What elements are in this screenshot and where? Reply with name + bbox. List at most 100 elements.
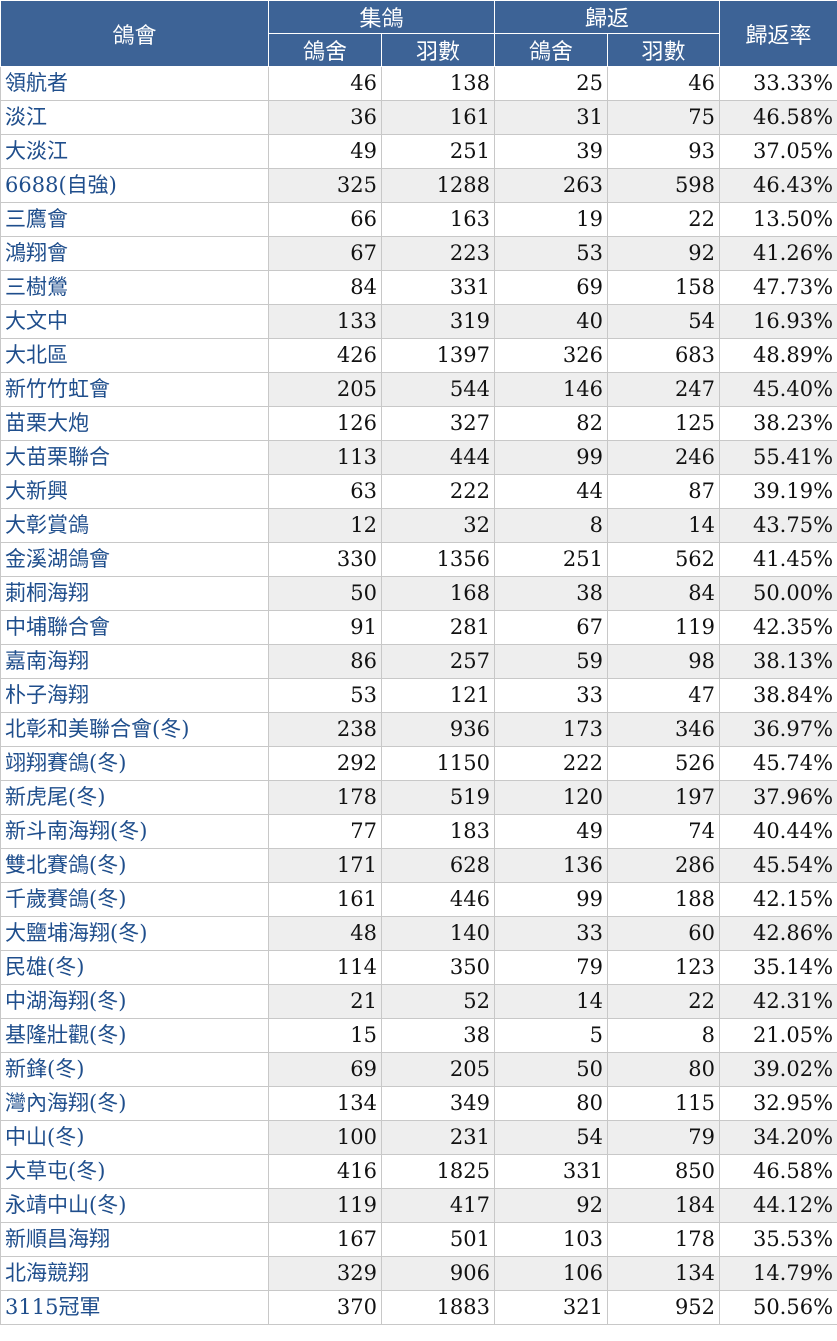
collect-lofts-cell: 50 <box>268 576 382 611</box>
return-birds-cell: 952 <box>607 1290 721 1325</box>
collect-lofts-cell: 119 <box>268 1188 382 1223</box>
collect-lofts-cell: 134 <box>268 1086 382 1121</box>
collect-birds-cell: 446 <box>380 882 496 917</box>
return-lofts-cell: 53 <box>494 236 609 271</box>
collect-birds-cell: 1883 <box>380 1290 496 1325</box>
return-rate-cell: 14.79% <box>719 1256 837 1291</box>
return-birds-cell: 526 <box>607 746 721 781</box>
return-rate-cell: 13.50% <box>719 202 837 237</box>
return-birds-cell: 197 <box>607 780 721 815</box>
collect-birds-cell: 331 <box>380 270 496 305</box>
table-row: 新鋒(冬) 69 205 50 80 39.02% <box>0 1052 837 1087</box>
collect-birds-cell: 349 <box>380 1086 496 1121</box>
collect-lofts-cell: 325 <box>268 168 382 203</box>
table-row: 大苗栗聯合 113 444 99 246 55.41% <box>0 440 837 475</box>
collect-birds-cell: 163 <box>380 202 496 237</box>
return-lofts-cell: 331 <box>494 1154 609 1189</box>
return-rate-cell: 42.15% <box>719 882 837 917</box>
table-row: 大北區 426 1397 326 683 48.89% <box>0 338 837 373</box>
return-birds-cell: 562 <box>607 542 721 577</box>
table-row: 大彰賞鴿 12 32 8 14 43.75% <box>0 508 837 543</box>
return-rate-cell: 37.05% <box>719 134 837 169</box>
table-row: 灣內海翔(冬) 134 349 80 115 32.95% <box>0 1086 837 1121</box>
return-lofts-cell: 49 <box>494 814 609 849</box>
table-row: 大文中 133 319 40 54 16.93% <box>0 304 837 339</box>
collect-birds-cell: 140 <box>380 916 496 951</box>
collect-birds-cell: 231 <box>380 1120 496 1155</box>
return-birds-cell: 74 <box>607 814 721 849</box>
club-name-cell: 大淡江 <box>0 134 269 169</box>
return-birds-cell: 92 <box>607 236 721 271</box>
club-name-cell: 中湖海翔(冬) <box>0 984 269 1019</box>
collect-birds-cell: 183 <box>380 814 496 849</box>
return-lofts-cell: 40 <box>494 304 609 339</box>
club-name-cell: 3115冠軍 <box>0 1290 269 1325</box>
collect-birds-cell: 319 <box>380 304 496 339</box>
collect-birds-cell: 501 <box>380 1222 496 1257</box>
club-name-cell: 雙北賽鴿(冬) <box>0 848 269 883</box>
collect-birds-cell: 257 <box>380 644 496 679</box>
club-name-cell: 鴻翔會 <box>0 236 269 271</box>
club-name-cell: 北海競翔 <box>0 1256 269 1291</box>
table-row: 新竹竹虹會 205 544 146 247 45.40% <box>0 372 837 407</box>
table-row: 大新興 63 222 44 87 39.19% <box>0 474 837 509</box>
collect-lofts-cell: 86 <box>268 644 382 679</box>
return-lofts-cell: 136 <box>494 848 609 883</box>
collect-birds-cell: 628 <box>380 848 496 883</box>
club-name-cell: 新順昌海翔 <box>0 1222 269 1257</box>
return-lofts-cell: 19 <box>494 202 609 237</box>
club-name-cell: 千歲賽鴿(冬) <box>0 882 269 917</box>
return-rate-cell: 50.00% <box>719 576 837 611</box>
table-header: 鴿會 集鴿 歸返 歸返率 鴿舍 羽數 鴿舍 羽數 <box>0 0 837 67</box>
return-birds-cell: 184 <box>607 1188 721 1223</box>
header-rate: 歸返率 <box>719 0 837 67</box>
table-row: 大淡江 49 251 39 93 37.05% <box>0 134 837 169</box>
table-row: 千歲賽鴿(冬) 161 446 99 188 42.15% <box>0 882 837 917</box>
table-row: 領航者 46 138 25 46 33.33% <box>0 66 837 101</box>
club-name-cell: 北彰和美聯合會(冬) <box>0 712 269 747</box>
return-rate-cell: 21.05% <box>719 1018 837 1053</box>
table-row: 中湖海翔(冬) 21 52 14 22 42.31% <box>0 984 837 1019</box>
return-rate-cell: 47.73% <box>719 270 837 305</box>
collect-birds-cell: 32 <box>380 508 496 543</box>
collect-lofts-cell: 21 <box>268 984 382 1019</box>
return-birds-cell: 125 <box>607 406 721 441</box>
table-row: 雙北賽鴿(冬) 171 628 136 286 45.54% <box>0 848 837 883</box>
table-row: 新虎尾(冬) 178 519 120 197 37.96% <box>0 780 837 815</box>
return-lofts-cell: 8 <box>494 508 609 543</box>
return-birds-cell: 683 <box>607 338 721 373</box>
return-rate-cell: 42.35% <box>719 610 837 645</box>
club-name-cell: 灣內海翔(冬) <box>0 1086 269 1121</box>
return-rate-cell: 35.14% <box>719 950 837 985</box>
return-lofts-cell: 38 <box>494 576 609 611</box>
table-row: 三樹鶯 84 331 69 158 47.73% <box>0 270 837 305</box>
return-rate-cell: 45.54% <box>719 848 837 883</box>
return-rate-cell: 32.95% <box>719 1086 837 1121</box>
collect-lofts-cell: 53 <box>268 678 382 713</box>
club-name-cell: 基隆壯觀(冬) <box>0 1018 269 1053</box>
club-name-cell: 永靖中山(冬) <box>0 1188 269 1223</box>
return-lofts-cell: 39 <box>494 134 609 169</box>
return-lofts-cell: 44 <box>494 474 609 509</box>
return-lofts-cell: 31 <box>494 100 609 135</box>
return-lofts-cell: 321 <box>494 1290 609 1325</box>
return-rate-cell: 42.86% <box>719 916 837 951</box>
table-row: 中山(冬) 100 231 54 79 34.20% <box>0 1120 837 1155</box>
return-birds-cell: 14 <box>607 508 721 543</box>
club-name-cell: 苗栗大炮 <box>0 406 269 441</box>
table-row: 新斗南海翔(冬) 77 183 49 74 40.44% <box>0 814 837 849</box>
collect-lofts-cell: 416 <box>268 1154 382 1189</box>
return-rate-cell: 34.20% <box>719 1120 837 1155</box>
return-rate-cell: 46.58% <box>719 100 837 135</box>
return-lofts-cell: 99 <box>494 882 609 917</box>
club-name-cell: 新斗南海翔(冬) <box>0 814 269 849</box>
return-birds-cell: 247 <box>607 372 721 407</box>
return-birds-cell: 46 <box>607 66 721 101</box>
collect-birds-cell: 251 <box>380 134 496 169</box>
collect-lofts-cell: 46 <box>268 66 382 101</box>
return-birds-cell: 115 <box>607 1086 721 1121</box>
club-name-cell: 大新興 <box>0 474 269 509</box>
return-lofts-cell: 120 <box>494 780 609 815</box>
collect-lofts-cell: 329 <box>268 1256 382 1291</box>
club-name-cell: 莿桐海翔 <box>0 576 269 611</box>
